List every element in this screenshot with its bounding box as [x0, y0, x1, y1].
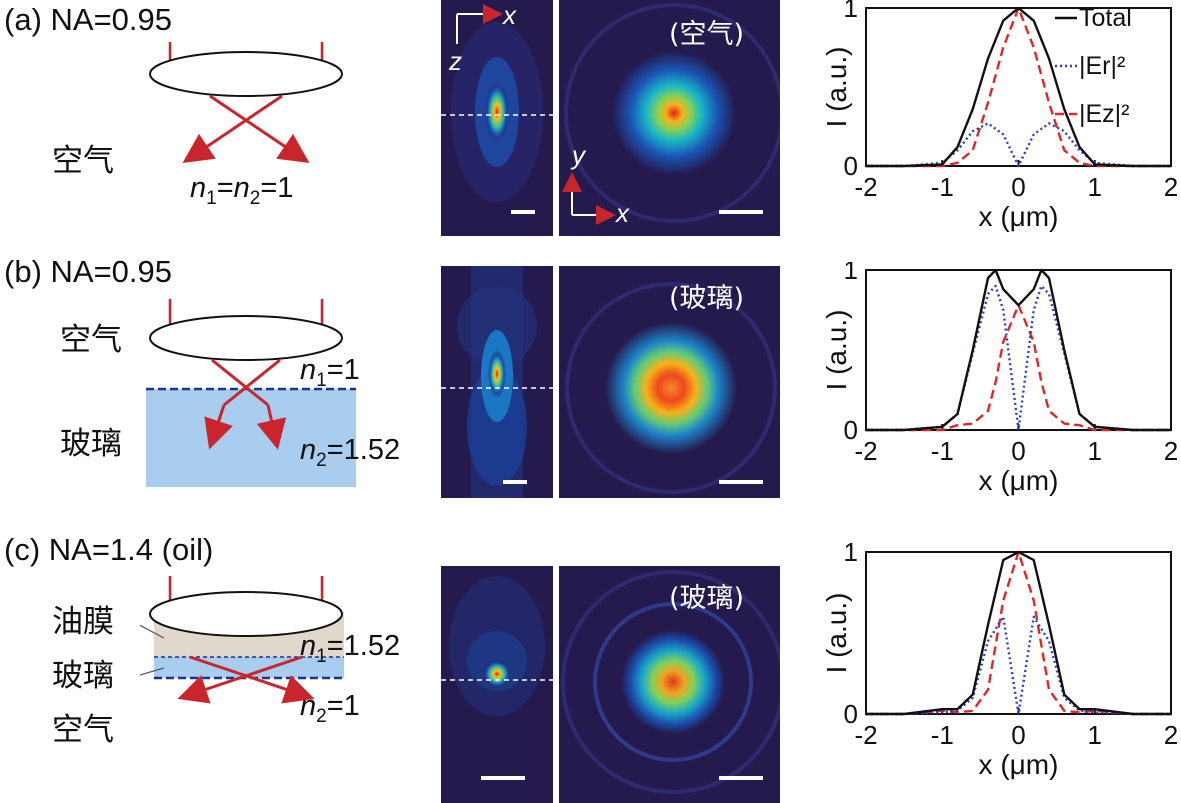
series-line-total [866, 6, 1171, 168]
medium-tag-b: (玻璃) [669, 283, 745, 314]
svg-text:z: z [448, 46, 462, 74]
profile-chart-c: -2 -1 0 1 2 0 1 x (μm) I (a.u.) [821, 540, 1178, 780]
profile-chart-a: -2 -1 0 1 2 0 1 x (μm) I (a.u.) Total |Er|² |Ez|² [821, 0, 1178, 232]
medium-label-air: 空气 [60, 322, 122, 358]
medium-label-air: 空气 [52, 143, 114, 179]
y-tick-label: 0 [844, 699, 858, 729]
panel-c-title: (c) NA=1.4 (oil) [4, 532, 214, 567]
x-tick-label: -2 [854, 436, 877, 466]
series-line-total [866, 268, 1171, 432]
medium-label-glass: 玻璃 [52, 658, 114, 694]
medium-tag-a: (空气) [669, 19, 745, 50]
panel-a-title: (a) NA=0.95 [4, 2, 173, 37]
profile-chart-b: -2 -1 0 1 2 0 1 x (μm) I (a.u.) [821, 262, 1178, 496]
x-tick-label: 2 [1164, 436, 1178, 466]
schematic-a [149, 42, 343, 164]
scale-bar [511, 210, 535, 214]
y-axis-label: I (a.u.) [821, 593, 852, 674]
x-tick-label: 0 [1011, 720, 1025, 750]
x-tick-label: -2 [854, 172, 877, 202]
plot-frame [865, 269, 1172, 431]
scale-bar [719, 480, 763, 484]
y-axis-label: I (a.u.) [821, 310, 852, 391]
n2-label-c: n2=1 [300, 690, 360, 727]
medium-label-glass: 玻璃 [60, 426, 122, 462]
x-axis-label: x (μm) [979, 465, 1059, 496]
scale-bar [503, 480, 527, 484]
n1-label-b: n1=1 [300, 354, 360, 391]
y-tick-label: 0 [844, 151, 858, 181]
axial-image-c [441, 566, 553, 803]
schematic-b [146, 299, 356, 487]
focal-image-c: (玻璃) [559, 566, 780, 803]
y-tick-label: 1 [844, 262, 858, 285]
scale-bar [719, 210, 763, 214]
x-tick-label: -1 [931, 172, 954, 202]
series-line-ez [866, 304, 1171, 432]
series-line-ez [866, 6, 1171, 168]
schematic-c [140, 576, 344, 704]
scale-bar [481, 776, 525, 780]
xy-axes-icon: y x [562, 140, 630, 228]
legend-label-er: |Er|² [1079, 52, 1125, 80]
x-tick-label: 1 [1088, 172, 1102, 202]
svg-text:x: x [501, 4, 517, 30]
medium-tag-c: (玻璃) [669, 583, 745, 614]
x-tick-label: 2 [1164, 720, 1178, 750]
x-tick-label: 1 [1088, 436, 1102, 466]
x-axis-label: x (μm) [979, 749, 1059, 780]
series-line-er [866, 122, 1171, 168]
series-line-ez [866, 550, 1171, 716]
xz-axes-icon: x z [448, 4, 517, 74]
panel-b-title: (b) NA=0.95 [4, 254, 173, 289]
medium-label-oil: 油膜 [52, 604, 114, 640]
y-tick-label: 0 [844, 415, 858, 445]
y-axis-label: I (a.u.) [821, 47, 852, 128]
series-line-er [866, 615, 1171, 716]
plot-frame [865, 551, 1172, 715]
x-tick-label: 2 [1164, 172, 1178, 202]
n-label-a: n1=n2=1 [190, 172, 294, 209]
x-tick-label: -1 [931, 720, 954, 750]
x-tick-label: 0 [1011, 172, 1025, 202]
x-tick-label: 1 [1088, 720, 1102, 750]
series-line-total [866, 550, 1171, 716]
n2-label-b: n2=1.52 [300, 434, 401, 471]
scale-bar [719, 776, 763, 780]
svg-text:y: y [570, 140, 587, 170]
x-tick-label: -2 [854, 720, 877, 750]
n1-label-c: n1=1.52 [300, 630, 401, 667]
x-tick-label: 0 [1011, 436, 1025, 466]
axial-image-b [441, 266, 553, 498]
y-tick-label: 1 [844, 540, 858, 567]
medium-label-air: 空气 [52, 712, 114, 748]
legend-label-ez: |Ez|² [1079, 100, 1130, 128]
svg-text:x: x [614, 198, 630, 228]
focal-image-a: (空气) [559, 0, 780, 236]
focal-image-b: (玻璃) [559, 266, 780, 498]
x-axis-label: x (μm) [979, 201, 1059, 232]
axial-image-a [441, 0, 553, 236]
x-tick-label: -1 [931, 436, 954, 466]
y-tick-label: 1 [844, 0, 858, 23]
legend-label-total: Total [1079, 4, 1132, 32]
